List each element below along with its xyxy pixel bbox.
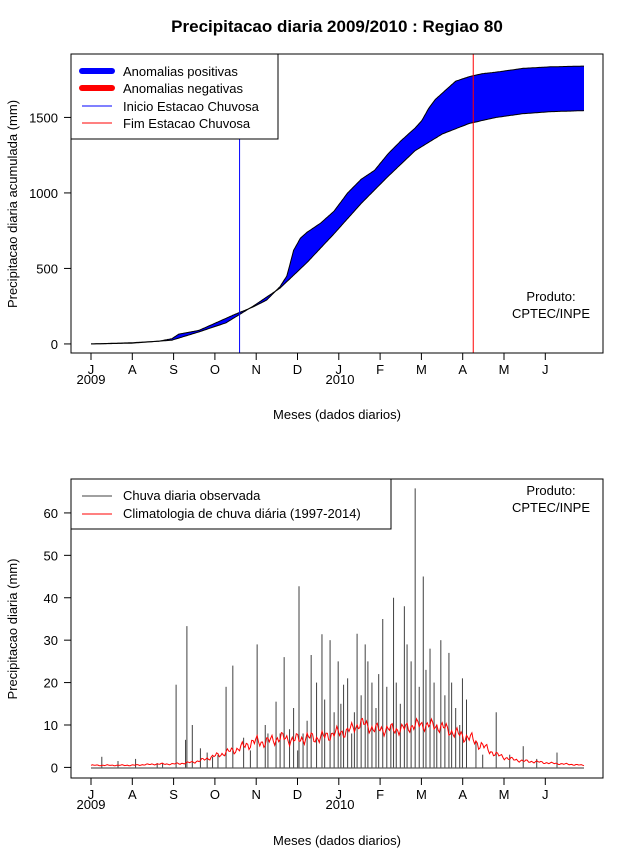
observed-cumulative-line [91, 65, 584, 345]
y-axis: 0 500 1000 1500 [29, 104, 72, 352]
y-tick-label-5: 50 [44, 548, 58, 563]
y-tick-label-1: 500 [36, 261, 58, 276]
x-tick-label-10: M [499, 362, 510, 377]
y-tick-label-1: 10 [44, 718, 58, 733]
y-tick-label-0: 0 [51, 760, 58, 775]
y-tick-3: 30 [44, 633, 71, 648]
credit-line-1: Produto: [526, 483, 575, 498]
credit-line-1: Produto: [526, 289, 575, 304]
x-axis-label: Meses (dados diarios) [273, 833, 401, 848]
legend-label-observed: Chuva diaria observada [123, 488, 261, 503]
climatology-cumulative-line [91, 110, 585, 345]
legend-label-negative: Anomalias negativas [123, 81, 243, 96]
cumulative-precipitation-chart: Precipitacao diaria 2009/2010 : Regiao 8… [5, 17, 604, 422]
x-tick-label-11: J [542, 362, 549, 377]
x-tick-label-5: D [293, 787, 302, 802]
x-tick-label-2: S [169, 362, 178, 377]
y-axis-label: Precipitacao diaria (mm) [5, 559, 20, 700]
x-tick-label-0: J [88, 787, 95, 802]
y-tick-6: 60 [44, 506, 71, 521]
x-tick-label-1: A [128, 787, 137, 802]
y-tick-label-2: 20 [44, 676, 58, 691]
x-tick-label-6: J [336, 787, 343, 802]
y-tick-1: 500 [36, 261, 71, 276]
x-tick-label-3: O [210, 787, 220, 802]
chart-title: Precipitacao diaria 2009/2010 : Regiao 8… [171, 17, 503, 36]
y-tick-4: 40 [44, 591, 71, 606]
x-tick-label-4: N [252, 787, 261, 802]
daily-rain-bars [101, 488, 558, 768]
legend: Anomalias positivas Anomalias negativas … [70, 53, 279, 140]
y-tick-2: 1000 [29, 186, 71, 201]
y-tick-0: 0 [51, 337, 71, 352]
y-tick-label-6: 60 [44, 506, 58, 521]
y-tick-2: 20 [44, 676, 71, 691]
y-tick-3: 1500 [29, 110, 71, 125]
legend-label-end: Fim Estacao Chuvosa [123, 116, 251, 131]
y-axis-label: Precipitacao diaria acumulada (mm) [5, 100, 20, 308]
y-tick-5: 50 [44, 548, 71, 563]
x-tick-label-3: O [210, 362, 220, 377]
x-tick-label-2: S [169, 787, 178, 802]
y-tick-label-4: 40 [44, 591, 58, 606]
daily-climatology-line [90, 717, 585, 767]
legend-label-start: Inicio Estacao Chuvosa [123, 99, 260, 114]
x-tick-label-9: A [458, 362, 467, 377]
legend-label-climatology: Climatologia de chuva diária (1997-2014) [123, 506, 361, 521]
y-tick-0: 0 [51, 760, 71, 775]
legend-box [70, 478, 392, 530]
x-tick-label-6: J [336, 362, 343, 377]
y-axis: 0 10 20 30 40 50 60 [44, 506, 72, 775]
x-tick-label-9: A [458, 787, 467, 802]
y-tick-label-2: 1000 [29, 186, 58, 201]
x-tick-label-0: J [88, 362, 95, 377]
daily-precipitation-chart: 0 10 20 30 40 50 60 Precipitacao diaria … [5, 478, 604, 848]
x-tick-label-7: F [376, 362, 384, 377]
legend: Chuva diaria observada Climatologia de c… [70, 478, 392, 530]
year-label-2009: 2009 [77, 797, 106, 812]
credit-line-2: CPTEC/INPE [512, 306, 590, 321]
y-tick-1: 10 [44, 718, 71, 733]
year-label-2010: 2010 [326, 372, 355, 387]
x-tick-label-11: J [542, 787, 549, 802]
x-tick-label-7: F [376, 787, 384, 802]
credit-line-2: CPTEC/INPE [512, 500, 590, 515]
positive-anomaly-band [91, 66, 584, 344]
x-tick-label-1: A [128, 362, 137, 377]
x-axis-label: Meses (dados diarios) [273, 407, 401, 422]
x-tick-label-4: N [252, 362, 261, 377]
legend-label-positive: Anomalias positivas [123, 64, 238, 79]
year-label-2010: 2010 [326, 797, 355, 812]
y-tick-label-3: 1500 [29, 110, 58, 125]
year-label-2009: 2009 [77, 372, 106, 387]
y-tick-label-0: 0 [51, 337, 58, 352]
x-tick-label-8: M [416, 362, 427, 377]
x-tick-label-10: M [499, 787, 510, 802]
x-tick-label-8: M [416, 787, 427, 802]
x-tick-label-5: D [293, 362, 302, 377]
y-tick-label-3: 30 [44, 633, 58, 648]
